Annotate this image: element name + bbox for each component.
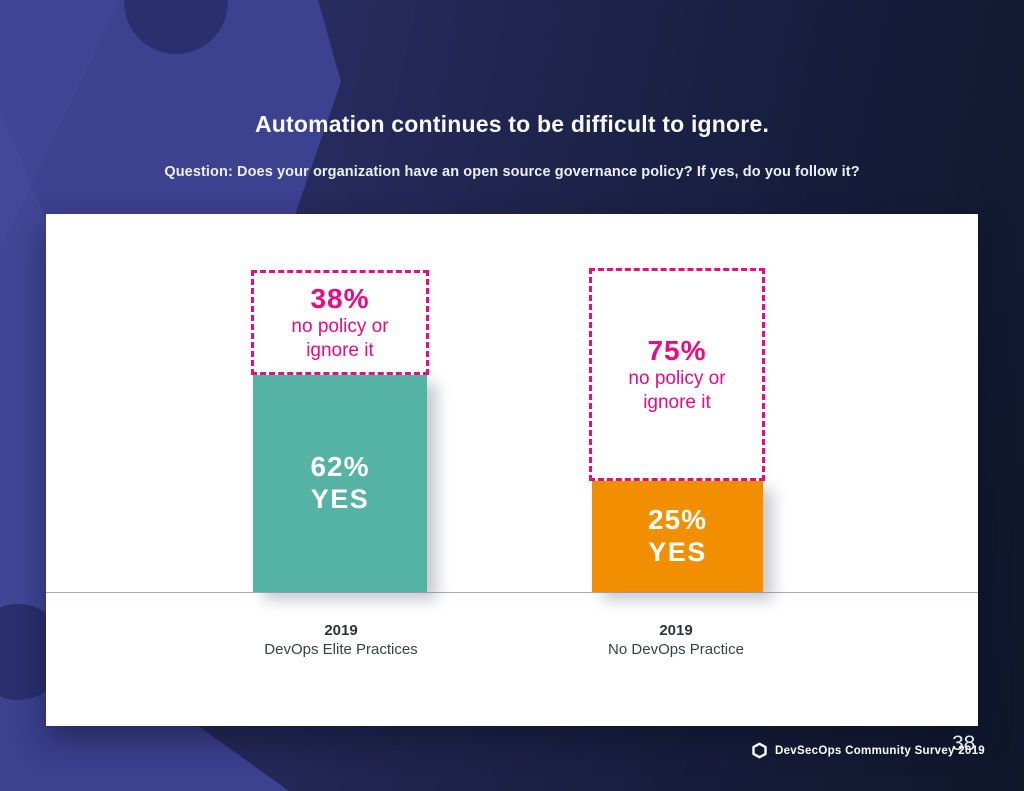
no-policy-box-elite: 38% no policy or ignore it [251,270,429,375]
no-policy-label-line1-nodevops: no policy or [628,368,726,390]
yes-pct-nodevops: 25% [647,504,708,536]
hexagon-icon [751,742,768,759]
footer-brand: DevSecOps Community Survey 2019 [751,742,985,759]
slide-question: Question: Does your organization have an… [164,163,860,180]
category-year-elite: 2019 [324,622,358,639]
yes-bar-elite: 62% YES [253,375,427,592]
category-label-nodevops: 2019 No DevOps Practice [526,622,826,658]
yes-bar-nodevops: 25% YES [592,481,763,592]
category-name-elite: DevOps Elite Practices [264,641,418,658]
chart-panel: 38% no policy or ignore it 62% YES 2019 … [46,214,978,726]
category-name-nodevops: No DevOps Practice [608,641,744,658]
no-policy-box-nodevops: 75% no policy or ignore it [589,268,765,481]
no-policy-pct-elite: 38% [310,282,370,314]
no-policy-label-line2-nodevops: ignore it [643,391,711,413]
no-policy-label-line2-elite: ignore it [306,339,374,361]
category-label-elite: 2019 DevOps Elite Practices [191,622,491,658]
page-number: 38 [952,732,976,755]
no-policy-label-line1-elite: no policy or [291,316,389,338]
yes-pct-elite: 62% [310,451,370,483]
yes-word-elite: YES [310,484,370,515]
yes-word-nodevops: YES [648,537,707,568]
category-year-nodevops: 2019 [659,622,693,639]
no-policy-pct-nodevops: 75% [647,334,707,366]
footer-brand-text: DevSecOps Community Survey 2019 [775,744,985,757]
slide-title: Automation continues to be difficult to … [254,111,770,138]
axis-baseline [46,592,978,593]
